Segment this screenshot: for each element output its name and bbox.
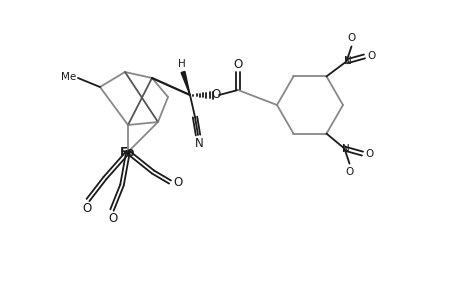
Text: O: O xyxy=(364,148,373,159)
Text: O: O xyxy=(82,202,91,214)
Text: N: N xyxy=(341,144,349,154)
Text: O: O xyxy=(233,58,242,70)
Text: Me: Me xyxy=(61,72,76,82)
Text: O: O xyxy=(211,88,220,100)
Text: N: N xyxy=(343,56,351,66)
Text: N: N xyxy=(194,136,203,149)
Text: O: O xyxy=(173,176,182,188)
Polygon shape xyxy=(181,71,190,95)
Text: O: O xyxy=(367,51,375,62)
Text: Fe: Fe xyxy=(120,146,135,158)
Text: H: H xyxy=(178,59,185,69)
Text: O: O xyxy=(345,167,353,177)
Text: O: O xyxy=(347,33,355,43)
Text: O: O xyxy=(108,212,118,224)
